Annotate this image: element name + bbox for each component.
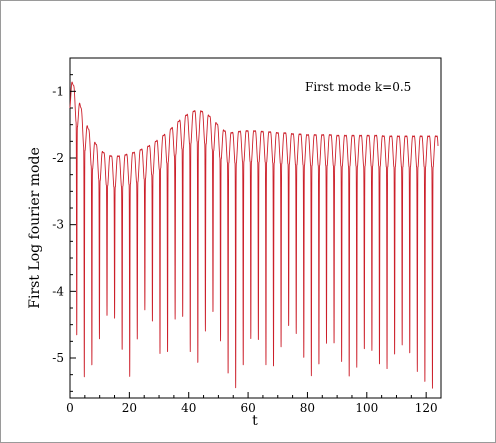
x-tick-label: 20 [122,401,137,415]
y-axis-label: First Log fourier mode [27,147,43,308]
series-line [69,81,439,389]
x-tick-label: 120 [415,401,438,415]
y-axis-ticks: -1 -2 -3 -4 -5 [52,57,76,392]
plot-area [69,57,442,399]
y-tick-label: -4 [52,284,64,298]
chart-annotation: First mode k=0.5 [305,80,411,94]
x-tick-label: 40 [181,401,196,415]
y-tick-label: -3 [52,218,64,232]
x-tick-label: 100 [355,401,378,415]
x-tick-label: 0 [66,401,74,415]
x-axis-ticks: 0 20 40 60 80 100 120 [66,392,442,415]
y-tick-label: -1 [52,84,64,98]
y-tick-label: -2 [52,151,64,165]
x-tick-label: 80 [300,401,315,415]
y-tick-label: -5 [52,351,64,365]
x-axis-label: t [252,413,258,429]
x-tick-label: 60 [240,401,255,415]
